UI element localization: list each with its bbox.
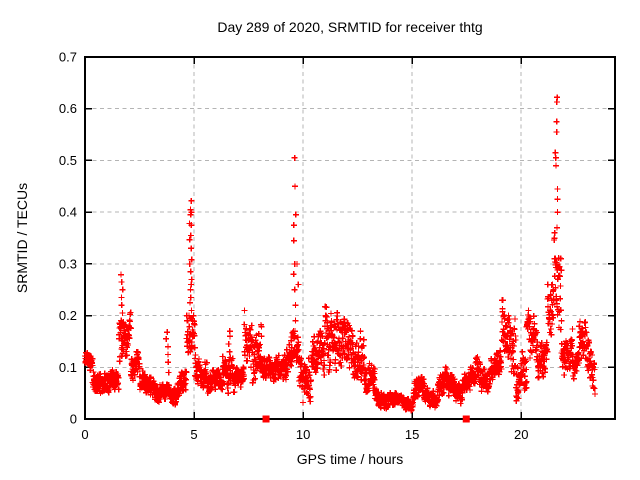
x-tick-label: 5 xyxy=(190,427,197,442)
zero-flag-marker xyxy=(262,415,270,423)
x-tick-label: 20 xyxy=(514,427,528,442)
y-tick-label: 0 xyxy=(70,412,77,427)
y-tick-label: 0.7 xyxy=(59,50,77,65)
zero-flag-marker xyxy=(462,415,470,423)
x-axis-label: GPS time / hours xyxy=(296,451,404,467)
y-tick-label: 0.6 xyxy=(59,101,77,116)
y-tick-label: 0.4 xyxy=(59,205,77,220)
plot-title: Day 289 of 2020, SRMTID for receiver tht… xyxy=(217,19,483,35)
y-tick-label: 0.1 xyxy=(59,360,77,375)
plot-frame xyxy=(84,56,616,420)
scatter-points xyxy=(82,94,598,414)
y-tick-label: 0.2 xyxy=(59,308,77,323)
x-tick-label: 15 xyxy=(405,427,419,442)
x-tick-label: 10 xyxy=(296,427,310,442)
y-tick-label: 0.3 xyxy=(59,256,77,271)
x-tick-label: 0 xyxy=(81,427,88,442)
y-tick-label: 0.5 xyxy=(59,153,77,168)
